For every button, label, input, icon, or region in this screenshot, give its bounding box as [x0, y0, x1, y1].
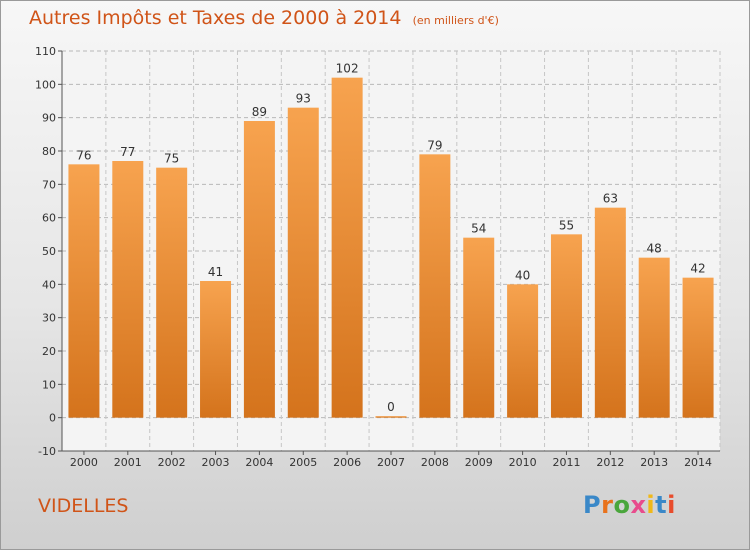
y-tick-label: 60 [42, 212, 56, 225]
y-tick-label: 80 [42, 145, 56, 158]
y-tick-label: 100 [35, 78, 56, 91]
y-tick-label: 30 [42, 312, 56, 325]
x-tick-label: 2013 [640, 456, 668, 469]
bar [419, 154, 451, 418]
bar [112, 161, 144, 418]
bar [156, 167, 188, 418]
data-label: 75 [164, 152, 179, 166]
y-tick-label: 50 [42, 245, 56, 258]
brand-logo: Proxiti [583, 491, 676, 519]
y-tick-label: 40 [42, 278, 56, 291]
x-tick-label: 2001 [114, 456, 142, 469]
x-tick-label: 2007 [377, 456, 405, 469]
x-tick-label: 2000 [70, 456, 98, 469]
data-label: 54 [471, 222, 486, 236]
data-label: 93 [296, 92, 311, 106]
data-label: 89 [252, 105, 267, 119]
x-tick-label: 2002 [158, 456, 186, 469]
bar [682, 277, 714, 418]
data-label: 55 [559, 218, 574, 232]
chart-title: Autres Impôts et Taxes de 2000 à 2014 (e… [29, 7, 499, 29]
y-tick-label: 110 [35, 45, 56, 58]
data-label: 76 [76, 148, 91, 162]
bar-layer [68, 77, 714, 418]
x-tick-label: 2004 [245, 456, 273, 469]
bar [594, 207, 626, 418]
chart-unit: (en milliers d'€) [412, 14, 499, 27]
chart-title-main: Autres Impôts et Taxes de 2000 à 2014 [29, 7, 402, 29]
data-label: 0 [387, 400, 395, 414]
bar [550, 234, 582, 418]
bar [243, 121, 275, 418]
x-tick-label: 2003 [202, 456, 230, 469]
bar [331, 77, 363, 418]
data-label: 79 [427, 138, 442, 152]
bar [463, 237, 495, 418]
x-tick-label: 2009 [465, 456, 493, 469]
bar [68, 164, 100, 418]
data-label: 41 [208, 265, 223, 279]
y-tick-label: 0 [49, 412, 56, 425]
bar [375, 416, 407, 418]
x-tick-label: 2006 [333, 456, 361, 469]
x-tick-label: 2008 [421, 456, 449, 469]
label-layer: 76 77 75 41 89 93 102 0 79 54 40 55 63 48 42 [76, 62, 705, 414]
data-label: 77 [120, 145, 135, 159]
bar [200, 281, 232, 418]
data-label: 42 [690, 262, 705, 276]
y-tick-label: 90 [42, 112, 56, 125]
y-tick-label: 10 [42, 378, 56, 391]
bar [507, 284, 539, 418]
x-tick-label: 2005 [289, 456, 317, 469]
data-label: 40 [515, 268, 530, 282]
x-tick-label: 2010 [509, 456, 537, 469]
x-tick-label: 2014 [684, 456, 712, 469]
bar [638, 257, 670, 418]
x-tick-label: 2011 [552, 456, 580, 469]
data-label: 48 [647, 242, 662, 256]
place-name: VIDELLES [38, 495, 129, 517]
data-label: 102 [336, 62, 359, 76]
data-label: 63 [603, 192, 618, 206]
x-tick-label: 2012 [596, 456, 624, 469]
bar [287, 107, 319, 418]
y-tick-label: 20 [42, 345, 56, 358]
y-tick-label: -10 [38, 445, 56, 458]
y-tick-label: 70 [42, 178, 56, 191]
